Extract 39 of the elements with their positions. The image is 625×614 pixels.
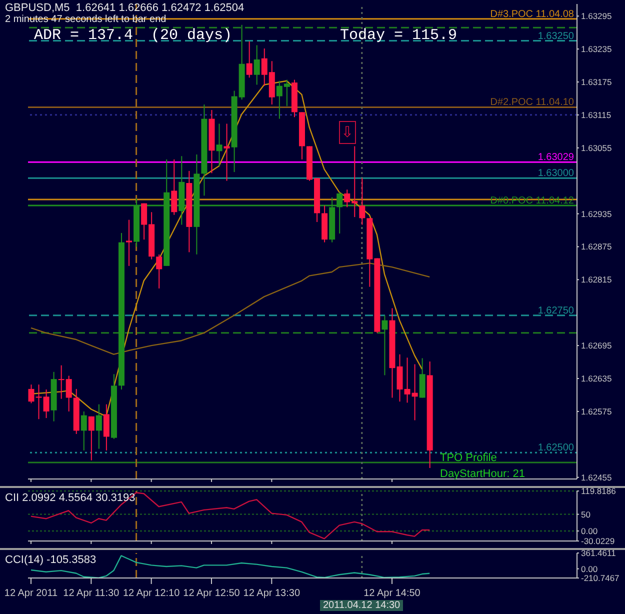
y-tick-label: 50	[581, 509, 591, 520]
annotation: ADR = 137.4 (20 days)	[34, 27, 232, 44]
y-tick-label: 1.63115	[581, 110, 612, 120]
text: 2011.04.12 14:30	[320, 600, 404, 611]
y-tick-label: 0.00	[581, 564, 598, 574]
annotation: Today = 115.9	[340, 27, 458, 44]
y-tick-label: 119.8186	[581, 486, 616, 496]
y-tick-label: -210.7467	[581, 573, 620, 584]
y-tick-label: 1.62695	[581, 340, 612, 351]
ref-line-label: 1.62750	[538, 305, 574, 316]
y-tick-label: 0.00	[581, 526, 598, 536]
y-tick-label: 1.62635	[581, 374, 612, 384]
y-tick-label: 1.62575	[581, 406, 612, 416]
y-tick-label: 361.4611	[581, 548, 616, 558]
y-tick-label: 1.63175	[581, 76, 612, 87]
ref-line-label: 1.62500	[538, 442, 574, 454]
annotation: TPO Profile	[440, 452, 497, 464]
x-tick-label: 12 Apr 11:30	[63, 588, 120, 599]
x-tick-label: 12 Apr 14:50	[364, 588, 421, 599]
ref-line-label: D#2.POC 11.04.10	[490, 97, 574, 108]
y-tick-label: 1.62815	[581, 274, 612, 285]
x-tick-label: 12 Apr 13:30	[243, 588, 300, 599]
x-tick-label: 12 Apr 2011	[4, 588, 58, 599]
y-tick-label: 1.63055	[581, 142, 612, 153]
ref-line-label: D#3.POC 11.04.08	[490, 8, 574, 20]
annotation: ⇩	[339, 121, 356, 144]
annotation: DayStartHour: 21	[440, 468, 525, 480]
y-tick-label: 1.63235	[581, 44, 612, 54]
x-tick-label: 12 Apr 12:10	[122, 588, 180, 599]
chart-title: CCI(14) -105.3583	[5, 554, 96, 566]
x-tick-label: 12 Apr 12:50	[183, 588, 240, 599]
y-tick-label: 1.62455	[581, 472, 612, 482]
y-tick-label: -30.0229	[581, 536, 615, 546]
ref-line-label: 1.63250	[538, 30, 574, 42]
ref-line-label: 1.63000	[538, 168, 574, 180]
y-tick-label: 1.63295	[581, 11, 612, 22]
y-tick-label: 1.62935	[581, 208, 612, 219]
ref-line-label: 1.63029	[538, 152, 574, 164]
y-tick-label: 1.62875	[581, 242, 612, 252]
